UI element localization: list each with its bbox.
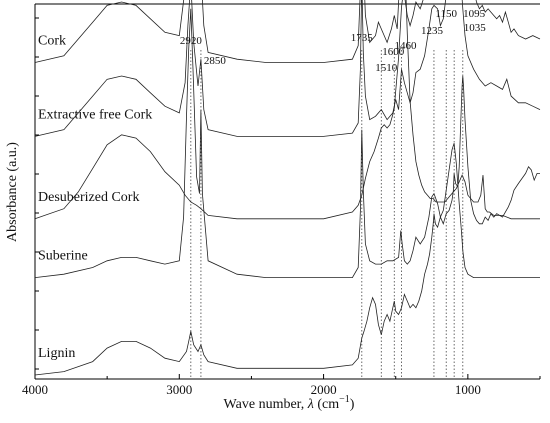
- peak-label-2920: 2920: [180, 35, 203, 47]
- series-label-desuberized-cork: Desuberized Cork: [38, 190, 139, 205]
- series-label-extractive-free-cork: Extractive free Cork: [38, 107, 152, 122]
- peak-label-1035: 1035: [464, 22, 487, 34]
- series-label-cork: Cork: [38, 34, 66, 49]
- x-axis-label-lambda: λ: [307, 397, 314, 412]
- y-axis-ticks: [35, 17, 39, 370]
- x-axis-label-exponent: −1: [339, 394, 350, 405]
- x-tick-label-3000: 3000: [166, 382, 192, 397]
- peak-label-1600: 1600: [382, 46, 405, 58]
- peak-label-1460: 1460: [394, 40, 417, 52]
- series-line-extractive-free-cork: [34, 0, 541, 137]
- peak-label-2850: 2850: [204, 55, 227, 67]
- x-tick-label-2000: 2000: [311, 382, 337, 397]
- x-axis-label-unit: (cm: [314, 397, 339, 412]
- peak-label-1150: 1150: [435, 8, 457, 20]
- x-axis-label-main: Wave number,: [224, 397, 308, 412]
- reference-lines: [190, 50, 464, 379]
- series-line-lignin: [34, 75, 540, 376]
- peak-label-1735: 1735: [351, 32, 374, 44]
- series-line-desuberized-cork: [34, 0, 540, 220]
- x-axis-ticks: 4000 3000 2000 1000: [22, 374, 541, 397]
- series-label-lignin: Lignin: [38, 346, 75, 361]
- spectra-series: [34, 0, 541, 376]
- y-axis-label: Absorbance (a.u.): [5, 142, 20, 242]
- x-axis-label-close: ): [350, 397, 355, 412]
- x-axis-label: Wave number, λ (cm−1): [224, 394, 355, 412]
- series-line-cork: [34, 0, 541, 63]
- series-label-suberine: Suberine: [38, 249, 88, 264]
- x-tick-label-4000: 4000: [22, 382, 48, 397]
- plot-frame: [34, 3, 540, 380]
- series-line-suberine: [34, 8, 540, 278]
- peak-label-1510: 1510: [375, 62, 398, 74]
- x-tick-label-1000: 1000: [455, 382, 481, 397]
- peak-label-1235: 1235: [421, 25, 444, 37]
- series-labels: Cork Extractive free Cork Desuberized Cork…: [38, 34, 152, 361]
- peak-label-1095: 1095: [463, 8, 486, 20]
